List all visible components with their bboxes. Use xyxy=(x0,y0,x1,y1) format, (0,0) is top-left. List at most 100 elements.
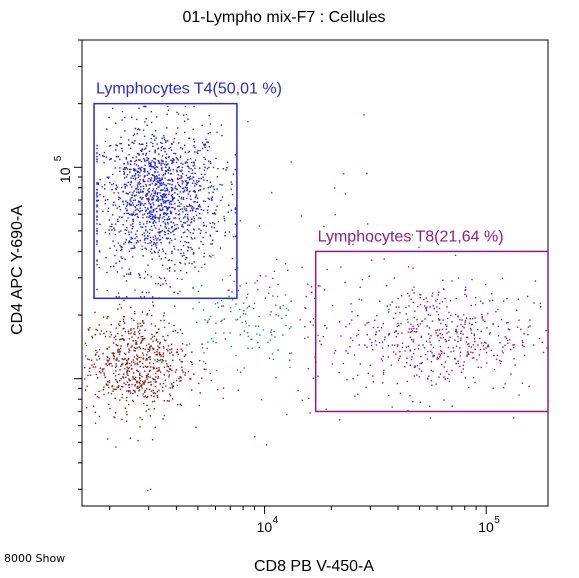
event-dot xyxy=(147,242,149,245)
event-dot xyxy=(127,163,129,165)
event-dot xyxy=(115,338,117,341)
event-dot xyxy=(148,388,151,391)
event-dot xyxy=(428,333,430,335)
event-dot xyxy=(147,200,150,203)
event-dot xyxy=(289,327,291,330)
event-dot xyxy=(159,208,161,210)
event-dot xyxy=(159,353,162,356)
event-dot xyxy=(123,172,126,174)
event-dot xyxy=(157,237,159,240)
event-dot xyxy=(150,193,153,195)
event-dot xyxy=(115,365,118,367)
event-dot xyxy=(414,348,416,351)
event-dot xyxy=(467,386,470,389)
event-dot xyxy=(154,150,156,153)
event-dot xyxy=(441,364,443,366)
event-dot xyxy=(307,367,309,370)
event-dot xyxy=(135,164,138,166)
event-dot xyxy=(411,328,413,330)
event-dot xyxy=(153,378,155,380)
event-dot xyxy=(150,248,153,250)
event-dot xyxy=(167,334,169,337)
event-dot xyxy=(442,337,445,339)
event-dot xyxy=(177,205,179,207)
event-dot xyxy=(457,335,459,338)
event-dot xyxy=(161,264,164,266)
event-dot xyxy=(140,149,142,152)
event-dot xyxy=(116,359,118,361)
event-dot xyxy=(176,169,178,172)
event-dot xyxy=(446,325,448,328)
event-dot xyxy=(191,182,194,184)
event-dot xyxy=(112,352,114,354)
event-dot xyxy=(131,317,133,320)
event-dot xyxy=(145,142,148,144)
event-dot xyxy=(161,167,163,169)
event-dot xyxy=(395,312,397,315)
event-dot xyxy=(200,177,202,180)
event-dot xyxy=(254,282,256,284)
event-dot xyxy=(160,162,162,165)
event-dot xyxy=(123,315,126,318)
event-dot xyxy=(149,346,151,348)
event-dot xyxy=(116,207,118,209)
event-dot xyxy=(432,370,434,373)
event-dot xyxy=(179,359,181,361)
event-dot xyxy=(152,210,155,212)
event-dot xyxy=(142,129,145,131)
event-dot xyxy=(171,196,174,199)
event-dot xyxy=(465,288,467,291)
event-dot xyxy=(163,216,165,218)
event-dot xyxy=(236,369,239,371)
event-dot xyxy=(161,236,164,239)
event-dot xyxy=(435,383,437,385)
event-dot xyxy=(165,253,167,255)
event-dot xyxy=(442,288,445,290)
event-dot xyxy=(289,366,291,368)
event-dot xyxy=(438,376,440,378)
event-dot xyxy=(397,359,400,361)
event-dot xyxy=(375,331,377,333)
event-dot xyxy=(112,173,114,176)
event-dot xyxy=(233,280,235,283)
event-dot xyxy=(139,179,141,181)
event-dot xyxy=(139,201,141,203)
event-dot xyxy=(145,292,148,294)
event-dot xyxy=(109,407,111,410)
event-dot xyxy=(223,215,225,218)
event-dot xyxy=(112,388,115,390)
event-dot xyxy=(132,192,134,194)
event-dot xyxy=(410,339,413,341)
event-dot xyxy=(339,321,341,323)
event-dot xyxy=(177,174,180,176)
event-dot xyxy=(215,230,217,232)
event-dot xyxy=(170,159,172,161)
event-dot xyxy=(523,354,526,357)
event-dot xyxy=(388,332,390,335)
gate-rect-0[interactable] xyxy=(93,102,238,300)
event-dot xyxy=(101,370,104,372)
event-dot xyxy=(105,330,108,333)
event-dot xyxy=(178,195,180,198)
event-dot xyxy=(239,334,241,336)
event-dot xyxy=(205,225,208,227)
event-dot xyxy=(123,327,125,330)
event-dot xyxy=(139,378,141,380)
event-dot xyxy=(181,225,183,227)
event-dot xyxy=(125,192,127,194)
event-dot xyxy=(186,187,188,189)
event-dot xyxy=(168,370,170,373)
event-dot xyxy=(149,347,151,349)
event-dot xyxy=(159,343,161,345)
event-dot xyxy=(300,215,303,217)
event-dot xyxy=(387,356,389,358)
event-dot xyxy=(111,352,113,355)
event-dot xyxy=(159,235,161,237)
gate-rect-1[interactable] xyxy=(314,250,549,413)
event-dot xyxy=(312,318,315,320)
event-dot xyxy=(156,211,158,213)
event-dot xyxy=(194,190,196,192)
event-dot xyxy=(185,113,188,116)
event-dot xyxy=(307,336,309,338)
event-dot xyxy=(222,305,225,307)
